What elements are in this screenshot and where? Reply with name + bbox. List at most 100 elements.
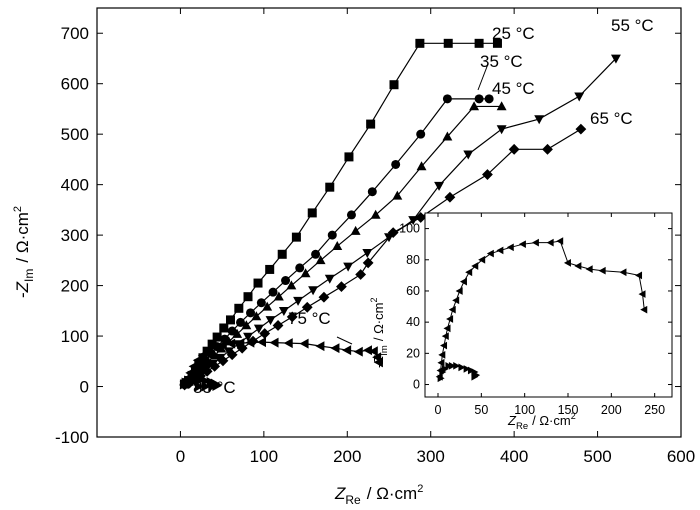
main-data-point	[300, 268, 311, 278]
main-x-tick-label: 600	[667, 447, 695, 466]
inset-data-point	[506, 243, 514, 252]
main-data-point	[362, 345, 372, 356]
main-data-point	[315, 255, 326, 265]
main-data-point	[268, 287, 278, 297]
main-data-point	[308, 286, 319, 296]
main-data-point	[355, 269, 367, 280]
main-data-point	[278, 306, 289, 316]
inset-series-0	[435, 237, 648, 381]
main-data-point	[201, 365, 213, 377]
main-data-point	[225, 315, 235, 325]
main-data-point	[197, 350, 207, 361]
main-data-point	[463, 150, 474, 160]
main-data-point	[482, 169, 493, 180]
main-data-point	[273, 291, 284, 301]
main-data-point	[301, 301, 313, 313]
inset-x-tick-label: 50	[474, 403, 488, 417]
inset-data-point	[458, 363, 466, 372]
main-data-point	[212, 381, 222, 391]
main-data-point	[434, 181, 445, 191]
main-data-point	[286, 311, 298, 323]
main-data-point	[226, 338, 236, 349]
leader-35c	[477, 63, 489, 91]
main-x-tick-label: 0	[176, 447, 185, 466]
inset-data-point	[437, 358, 445, 367]
inset-data-point	[448, 305, 456, 314]
main-data-point	[368, 346, 378, 357]
main-y-tick-label: 700	[61, 24, 89, 43]
main-data-point	[315, 341, 325, 352]
inset-x-tick-label: 150	[558, 403, 579, 417]
main-data-point	[330, 343, 340, 354]
inset-data-point	[546, 238, 554, 247]
inset-data-point	[443, 324, 451, 333]
inset-data-point	[563, 259, 571, 267]
main-data-point	[243, 332, 253, 342]
inset-data-point	[531, 238, 539, 247]
main-data-point	[217, 340, 227, 351]
main-data-point	[251, 311, 262, 321]
main-data-point	[207, 339, 217, 349]
main-data-point	[416, 129, 426, 139]
main-data-point	[324, 274, 335, 284]
label-25c: 25 °C	[492, 24, 535, 43]
main-data-point	[210, 342, 220, 353]
main-data-point	[194, 381, 204, 392]
inset-y-tick-label: 100	[399, 222, 420, 236]
main-y-tick-label: 300	[61, 226, 89, 245]
label-65c: 65 °C	[590, 109, 633, 128]
main-data-point	[281, 276, 291, 286]
main-data-point	[265, 316, 276, 326]
main-data-point	[343, 262, 354, 272]
main-data-point	[444, 191, 456, 203]
main-y-tick-label: 100	[61, 327, 89, 346]
main-data-point	[241, 320, 252, 330]
main-data-point	[191, 374, 201, 385]
label-55c: 55 °C	[611, 16, 654, 35]
main-y-axis-title: -ZIm/ Ω·cm2	[12, 206, 36, 298]
main-data-point	[474, 94, 484, 104]
main-data-point	[391, 159, 401, 169]
inset-y-tick-label: 80	[406, 253, 420, 267]
main-data-point	[243, 292, 253, 302]
main-data-point	[209, 360, 221, 372]
main-data-point	[542, 143, 553, 155]
inset-data-point	[453, 361, 461, 370]
main-data-point	[232, 328, 243, 338]
leader-75c	[336, 336, 353, 345]
main-data-point	[496, 101, 507, 111]
main-data-point	[299, 338, 309, 349]
main-data-point	[415, 212, 427, 223]
main-data-point	[293, 296, 304, 306]
main-data-point	[236, 342, 248, 354]
main-data-point	[336, 281, 347, 292]
main-data-point	[192, 355, 202, 366]
inset-y-tick-label: 20	[406, 346, 420, 360]
inset-data-point	[441, 332, 449, 341]
main-data-point	[415, 38, 425, 48]
inset-data-point	[486, 249, 494, 258]
inset-plot-frame	[424, 212, 673, 398]
inset-data-point	[437, 374, 445, 383]
main-data-point	[234, 303, 244, 313]
inset-y-axis-title: -ZIm/ Ω·cm2	[369, 298, 390, 369]
label-75c: 75 °C	[288, 309, 331, 328]
main-data-point	[209, 350, 220, 360]
main-data-point	[235, 338, 245, 349]
main-series-6	[179, 374, 223, 392]
main-data-point	[217, 355, 229, 367]
main-data-point	[277, 249, 287, 259]
main-x-axis-title: ZRe / Ω·cm2	[334, 483, 423, 507]
inset-x-tick-label: 0	[435, 403, 442, 417]
main-data-point	[496, 125, 507, 135]
main-data-point	[387, 227, 399, 238]
main-data-point	[245, 337, 255, 348]
inset-data-point	[463, 365, 471, 373]
main-data-point	[575, 123, 587, 135]
main-data-point	[574, 92, 585, 102]
main-data-point	[291, 232, 301, 242]
inset-data-point	[518, 240, 526, 249]
main-data-point	[344, 152, 354, 162]
main-y-tick-label: 400	[61, 176, 89, 195]
main-y-tick-label: 500	[61, 125, 89, 144]
